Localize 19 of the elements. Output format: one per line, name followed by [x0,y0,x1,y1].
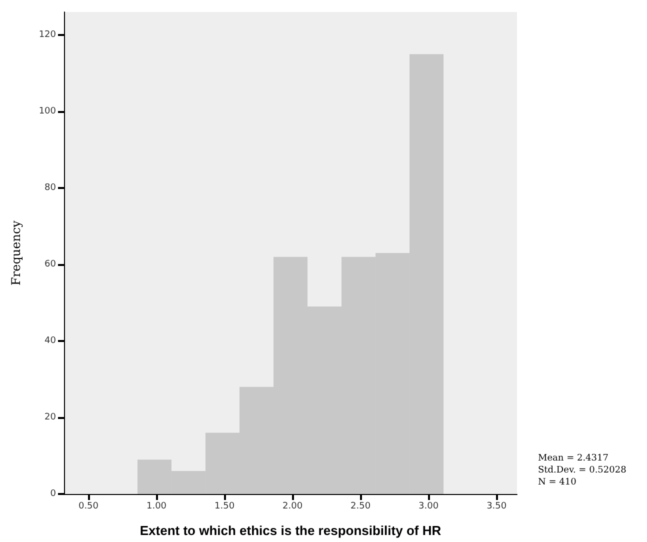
x-tick-label: 2.00 [282,502,303,512]
x-tick-label: 1.50 [214,502,235,512]
x-tick-label: 3.00 [418,502,439,512]
text: Mean = 2.4317 [538,454,609,464]
text: N = 410 [538,478,577,488]
y-axis-title: Frequency [9,220,23,286]
x-tick-label: 3.50 [486,502,507,512]
y-tick-label: 0 [50,489,56,499]
y-tick-label: 80 [44,182,56,193]
x-axis-title: Extent to which ethics is the responsibility of HR [140,523,442,538]
text: Std.Dev. = 0.52028 [538,466,627,476]
x-tick-label: 2.50 [350,502,371,512]
y-tick-label: 40 [44,336,56,346]
y-tick-label: 100 [38,106,56,116]
y-tick-label: 20 [44,412,56,422]
y-tick-label: 120 [38,30,56,40]
x-tick-label: 0.50 [78,502,99,512]
y-tick-label: 60 [44,259,56,270]
x-tick-label: 1.00 [146,502,167,512]
